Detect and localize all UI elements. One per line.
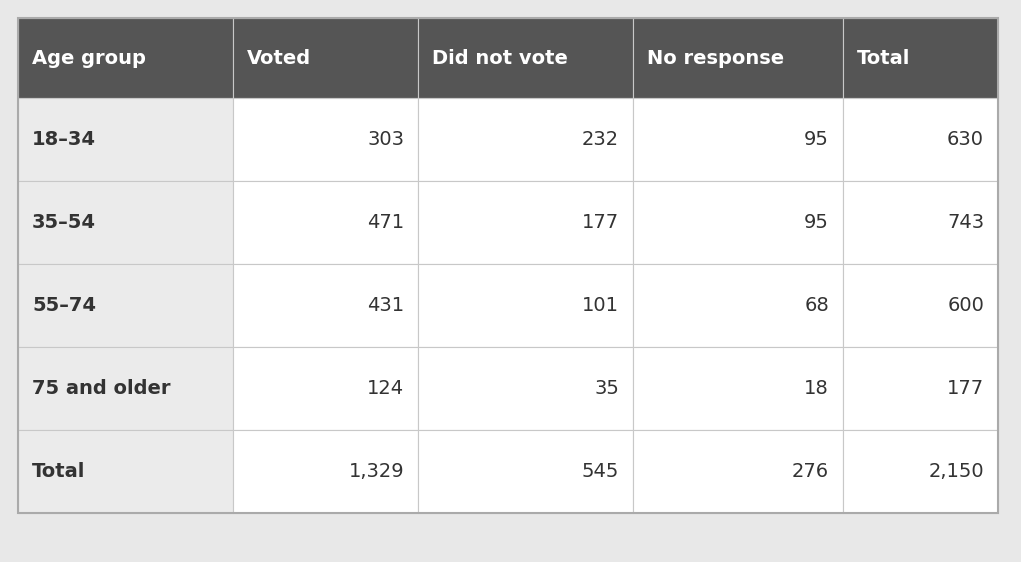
Bar — [233, 18, 418, 98]
Bar — [843, 347, 998, 430]
Text: 545: 545 — [582, 462, 619, 481]
Bar — [233, 98, 418, 181]
Bar — [843, 264, 998, 347]
Bar — [18, 264, 233, 347]
Text: 35: 35 — [594, 379, 619, 398]
Bar — [633, 181, 843, 264]
Text: 232: 232 — [582, 130, 619, 149]
Text: Voted: Voted — [247, 48, 311, 67]
Bar — [418, 98, 633, 181]
Bar — [633, 347, 843, 430]
Text: Total: Total — [857, 48, 911, 67]
Text: 95: 95 — [805, 213, 829, 232]
Text: Total: Total — [32, 462, 86, 481]
Bar — [418, 181, 633, 264]
Text: 2,150: 2,150 — [928, 462, 984, 481]
Text: 68: 68 — [805, 296, 829, 315]
Text: 75 and older: 75 and older — [32, 379, 171, 398]
Bar — [843, 98, 998, 181]
Bar — [633, 264, 843, 347]
Bar — [18, 98, 233, 181]
Text: 35–54: 35–54 — [32, 213, 96, 232]
Bar — [633, 18, 843, 98]
Text: 431: 431 — [367, 296, 404, 315]
Bar — [633, 98, 843, 181]
Bar — [233, 430, 418, 513]
Bar — [633, 430, 843, 513]
Text: Age group: Age group — [32, 48, 146, 67]
Text: 55–74: 55–74 — [32, 296, 96, 315]
Bar — [233, 181, 418, 264]
Bar — [18, 18, 998, 513]
Text: 743: 743 — [946, 213, 984, 232]
Bar — [843, 181, 998, 264]
Text: 1,329: 1,329 — [348, 462, 404, 481]
Text: 18: 18 — [805, 379, 829, 398]
Text: Did not vote: Did not vote — [432, 48, 568, 67]
Bar — [18, 18, 233, 98]
Text: 471: 471 — [367, 213, 404, 232]
Text: 303: 303 — [367, 130, 404, 149]
Bar — [233, 347, 418, 430]
Text: 101: 101 — [582, 296, 619, 315]
Bar — [418, 430, 633, 513]
Bar — [418, 18, 633, 98]
Text: 630: 630 — [947, 130, 984, 149]
Bar — [18, 181, 233, 264]
Bar — [418, 347, 633, 430]
Text: 276: 276 — [792, 462, 829, 481]
Text: 18–34: 18–34 — [32, 130, 96, 149]
Bar — [843, 18, 998, 98]
Text: 177: 177 — [582, 213, 619, 232]
Bar — [233, 264, 418, 347]
Bar — [18, 347, 233, 430]
Bar — [843, 430, 998, 513]
Text: 124: 124 — [367, 379, 404, 398]
Text: 600: 600 — [947, 296, 984, 315]
Text: 95: 95 — [805, 130, 829, 149]
Bar — [18, 430, 233, 513]
Bar — [418, 264, 633, 347]
Text: No response: No response — [647, 48, 784, 67]
Text: 177: 177 — [946, 379, 984, 398]
